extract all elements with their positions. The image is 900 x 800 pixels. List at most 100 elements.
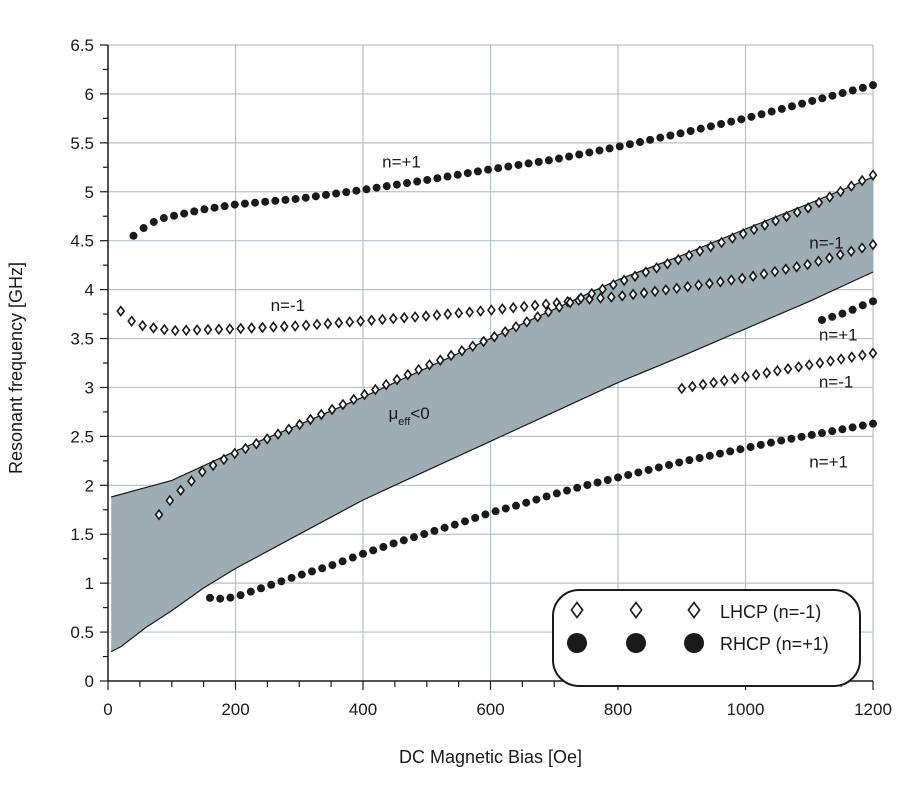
data-point-diamond xyxy=(273,428,283,440)
data-point-circle xyxy=(190,207,199,216)
data-point-diamond xyxy=(247,322,256,334)
data-point-diamond xyxy=(541,298,551,311)
data-point-diamond xyxy=(814,255,823,268)
data-point-circle xyxy=(797,432,806,441)
series-3 xyxy=(818,297,877,324)
legend-label-lhcp: LHCP (n=-1) xyxy=(720,602,821,622)
data-point-diamond xyxy=(868,238,878,251)
data-point-diamond xyxy=(170,324,180,337)
data-point-diamond xyxy=(771,215,781,227)
data-point-diamond xyxy=(741,370,750,383)
data-point-circle xyxy=(838,309,847,318)
data-point-diamond xyxy=(698,378,708,391)
data-point-circle xyxy=(615,142,624,151)
data-point-circle xyxy=(869,419,877,428)
y-axis-title: Resonant frequency [GHz] xyxy=(6,262,26,474)
data-point-diamond xyxy=(159,323,169,336)
data-point-circle xyxy=(271,196,280,205)
data-point-diamond xyxy=(519,300,529,313)
data-point-diamond xyxy=(279,320,289,333)
data-point-diamond xyxy=(673,253,683,266)
data-point-circle xyxy=(848,423,857,432)
data-point-circle xyxy=(737,115,746,124)
data-point-circle xyxy=(382,182,391,191)
data-point-circle xyxy=(159,214,168,223)
y-tick-label: 5 xyxy=(85,183,94,202)
negative-mu-region xyxy=(111,177,873,652)
data-point-circle xyxy=(321,190,330,199)
data-point-diamond xyxy=(803,258,812,271)
data-point-circle xyxy=(471,513,480,522)
data-point-diamond xyxy=(663,257,672,270)
data-point-circle xyxy=(583,480,592,489)
series-2 xyxy=(154,169,878,521)
data-point-diamond xyxy=(695,245,705,257)
data-point-circle xyxy=(685,456,694,465)
data-point-diamond xyxy=(269,321,278,333)
data-point-circle xyxy=(180,209,189,218)
data-point-diamond xyxy=(628,288,638,301)
data-point-circle xyxy=(808,96,817,105)
data-point-diamond xyxy=(457,344,467,357)
data-point-diamond xyxy=(683,280,693,293)
data-point-diamond xyxy=(338,398,348,411)
data-point-diamond xyxy=(576,292,586,304)
data-point-diamond xyxy=(367,314,376,327)
legend-label-rhcp: RHCP (n=+1) xyxy=(720,634,829,654)
series-annotation: n=+1 xyxy=(382,152,421,171)
data-point-diamond xyxy=(868,347,878,360)
data-point-diamond xyxy=(149,322,158,334)
data-point-diamond xyxy=(511,320,521,333)
data-point-circle xyxy=(481,510,490,519)
data-point-diamond xyxy=(378,313,387,326)
data-point-circle xyxy=(216,594,225,603)
data-point-circle xyxy=(170,211,179,220)
data-point-circle xyxy=(696,124,705,133)
data-point-diamond xyxy=(836,353,846,365)
data-point-circle xyxy=(532,495,541,504)
data-point-diamond xyxy=(846,245,856,258)
data-point-circle xyxy=(281,195,290,204)
data-point-diamond xyxy=(262,433,272,445)
data-point-circle xyxy=(206,593,214,602)
data-point-diamond xyxy=(116,305,126,317)
data-point-circle xyxy=(453,170,462,179)
data-point-circle xyxy=(624,470,633,479)
data-point-diamond xyxy=(782,210,791,223)
data-point-circle xyxy=(413,177,422,186)
data-point-diamond xyxy=(241,442,250,455)
data-point-diamond xyxy=(290,320,300,332)
data-point-diamond xyxy=(781,263,791,276)
data-point-diamond xyxy=(432,309,442,321)
data-point-circle xyxy=(287,573,296,582)
data-point-diamond xyxy=(236,322,246,335)
data-point-diamond xyxy=(565,296,575,309)
data-point-circle xyxy=(858,301,867,310)
data-point-diamond xyxy=(479,335,488,348)
data-point-circle xyxy=(807,430,816,439)
data-point-diamond xyxy=(301,319,311,332)
data-point-circle xyxy=(705,451,714,460)
y-tick-label: 4.5 xyxy=(70,232,94,251)
data-point-circle xyxy=(646,135,655,144)
series-1 xyxy=(116,238,878,337)
data-point-diamond xyxy=(858,349,867,362)
data-point-circle xyxy=(362,185,371,194)
data-point-circle xyxy=(359,549,367,558)
data-point-circle xyxy=(716,449,724,458)
data-point-diamond xyxy=(684,249,694,262)
x-tick-label: 1000 xyxy=(727,700,765,719)
data-point-circle xyxy=(634,468,643,477)
data-point-circle xyxy=(450,520,459,529)
data-point-circle xyxy=(656,133,665,142)
data-point-circle xyxy=(848,86,857,95)
series-5 xyxy=(206,419,877,603)
data-point-circle xyxy=(746,443,755,452)
legend-circle-marker xyxy=(626,633,646,653)
x-tick-label: 800 xyxy=(604,700,632,719)
data-point-circle xyxy=(308,567,316,576)
legend-box xyxy=(552,589,861,687)
data-point-circle xyxy=(129,231,138,240)
data-point-circle xyxy=(328,561,337,570)
legend-circle-marker xyxy=(567,633,587,653)
